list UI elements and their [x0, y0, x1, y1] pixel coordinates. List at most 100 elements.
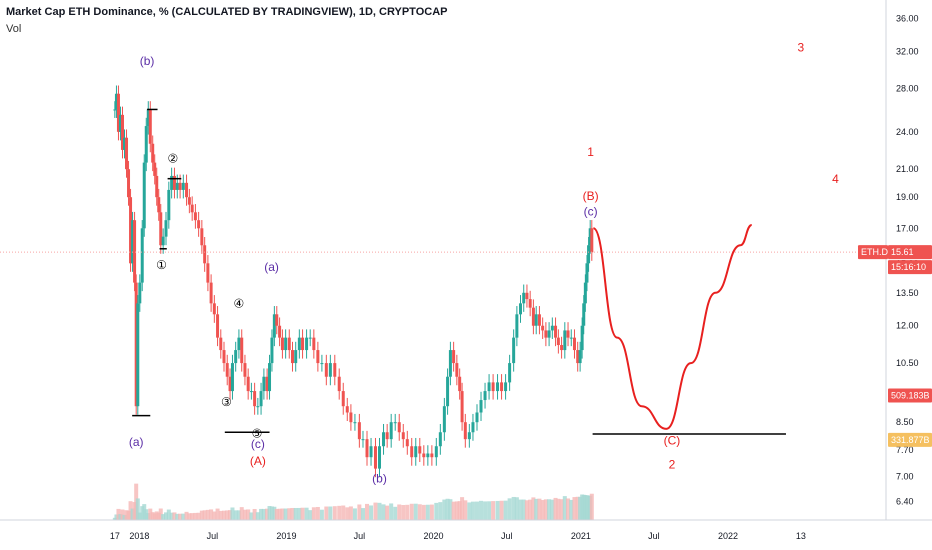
wave-label: ② [167, 152, 178, 166]
volume-bar [559, 499, 564, 520]
volume-bar [148, 508, 153, 520]
candle-body [578, 350, 582, 364]
candle-body [212, 303, 216, 315]
candle-body [458, 376, 462, 392]
candle-body [448, 350, 452, 377]
wave-label: 3 [798, 40, 805, 54]
volume-bar [357, 504, 362, 520]
x-tick-label: 13 [796, 531, 806, 541]
countdown-badge-bg [888, 260, 932, 275]
candle-body [234, 350, 238, 364]
volume-bar [128, 501, 133, 520]
candle-body [385, 432, 389, 440]
volume-bar [118, 514, 123, 520]
candle-body [590, 228, 594, 253]
candle-body [446, 376, 450, 407]
wave-label: (b) [140, 54, 155, 68]
wave-label: (c) [584, 204, 598, 218]
volume-bar [152, 513, 157, 520]
candle-body [491, 382, 495, 392]
x-tick-label: 2018 [129, 531, 149, 541]
volume-bar [572, 497, 577, 520]
volume-bar [222, 510, 227, 520]
volume-bar [261, 508, 266, 520]
volume-bar [193, 512, 198, 520]
price-badge: 15.61 [891, 247, 914, 257]
candle-body [129, 197, 133, 264]
volume-bar [438, 502, 443, 520]
candle-body [131, 220, 135, 264]
volume-bar [324, 506, 329, 520]
volume-bar [212, 511, 217, 520]
candle-body [393, 422, 397, 424]
volume-bar [150, 512, 155, 520]
candle-body [467, 432, 471, 440]
volume-bar [514, 497, 519, 520]
candle-body [280, 337, 284, 351]
volume-bar [491, 501, 496, 520]
candle-body [483, 391, 487, 401]
volume-bar [163, 512, 168, 520]
volume-bar [166, 509, 171, 520]
wave-label: ① [156, 258, 167, 272]
candle-body [144, 126, 148, 163]
candle-body [426, 453, 430, 458]
y-tick-label: 17.00 [896, 223, 919, 233]
volume-bar [172, 512, 177, 520]
candle-body [452, 350, 456, 364]
price-badge-bg [888, 245, 932, 260]
candle-body [434, 446, 438, 458]
candle-body [471, 422, 475, 433]
candle-body [222, 350, 226, 364]
candle-body [133, 220, 137, 283]
candle-body [418, 446, 422, 454]
y-tick-label: 6.40 [896, 497, 914, 507]
candle-body [531, 307, 535, 326]
volume-bar [454, 501, 459, 520]
candle-body [272, 314, 276, 338]
candle-body [316, 350, 320, 364]
volume-bar [575, 496, 580, 520]
candle-body [430, 453, 434, 458]
volume-bar [236, 510, 241, 520]
candle-body [414, 446, 418, 458]
candle-body [397, 422, 401, 433]
projection-path[interactable] [592, 224, 753, 430]
volume-bar [389, 503, 394, 520]
candle-body [185, 182, 189, 198]
volume-bar [202, 510, 207, 520]
candle-body [123, 137, 127, 150]
volume-bar [528, 499, 533, 520]
price-badges: ETH.D 15.61 15:16:10 509.183B 331.877B [858, 245, 932, 447]
candle-body [120, 114, 124, 150]
wave-label: 2 [669, 458, 676, 472]
volume-bar [405, 504, 410, 520]
time-axis[interactable]: 17 2018 Jul 2019 Jul 2020 Jul 2021 Jul 2022 13 [0, 519, 932, 541]
volume-bar [540, 500, 545, 520]
symbol-badge-bg [858, 245, 888, 260]
x-tick-label: Jul [207, 531, 219, 541]
candle-body [333, 363, 337, 377]
volume-badge: 509.183B [891, 391, 930, 401]
volume-bar [228, 510, 233, 520]
volume-bar [377, 502, 382, 520]
candle-body [249, 391, 253, 393]
volume-bar [337, 505, 342, 520]
candle-body [175, 182, 179, 190]
wave-label: 4 [832, 172, 839, 186]
volume-bar [463, 500, 468, 520]
candle-body [187, 197, 191, 205]
y-tick-label: 8.50 [896, 417, 914, 427]
candle-body [164, 220, 168, 237]
candle-body [563, 330, 567, 351]
volume-bar [562, 496, 567, 520]
candle-body [500, 382, 504, 392]
candle-body [496, 382, 500, 392]
chart-title: Market Cap ETH Dominance, % (CALCULATED … [6, 6, 448, 18]
candle-body [151, 143, 155, 163]
volume-bar [249, 512, 254, 520]
candle-body [438, 432, 442, 447]
candle-body [324, 363, 328, 377]
volume-bar [556, 498, 561, 520]
